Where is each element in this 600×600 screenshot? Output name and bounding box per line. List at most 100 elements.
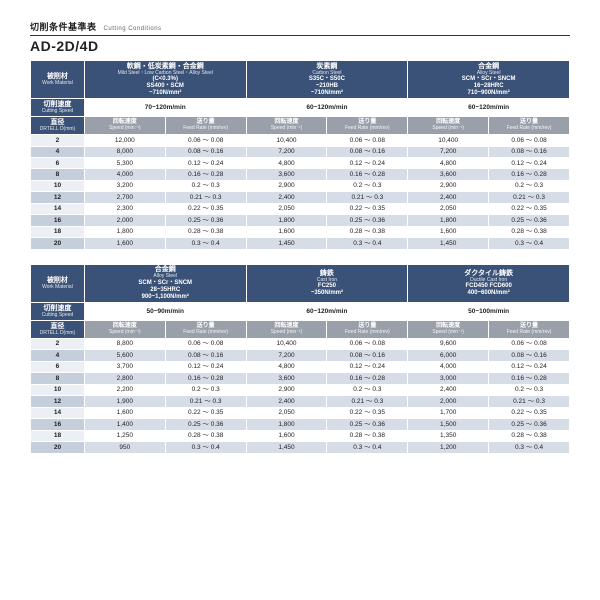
feed-rate-cell: 0.2 ～ 0.3 [165, 180, 246, 191]
diameter-cell: 10 [31, 180, 85, 191]
feed-rate-cell: 0.06 ～ 0.08 [327, 135, 408, 146]
spindle-speed-header: 回転速度Speed (min⁻¹) [246, 117, 327, 135]
feed-rate-cell: 0.21 ～ 0.3 [327, 396, 408, 407]
feed-rate-cell: 0.21 ～ 0.3 [489, 192, 570, 203]
spindle-speed-cell: 2,400 [246, 396, 327, 407]
feed-rate-cell: 0.06 ～ 0.08 [165, 135, 246, 146]
feed-rate-cell: 0.3 ～ 0.4 [165, 238, 246, 249]
feed-rate-cell: 0.25 ～ 0.36 [327, 215, 408, 226]
material-header: 合金鋼 Alloy Steel SCM・SCr・SNCM 28~35HRC 90… [84, 264, 246, 302]
diameter-cell: 18 [31, 226, 85, 237]
feed-rate-cell: 0.21 ～ 0.3 [327, 192, 408, 203]
spindle-speed-cell: 12,000 [84, 135, 165, 146]
spindle-speed-cell: 2,900 [246, 384, 327, 395]
spindle-speed-header: 回転速度Speed (min⁻¹) [408, 117, 489, 135]
spindle-speed-cell: 2,900 [246, 180, 327, 191]
cutting-speed-value: 50~90m/min [84, 303, 246, 321]
cutting-speed-header: 切削速度Cutting Speed [31, 303, 85, 321]
feed-rate-header: 送り量Feed Rate (mm/rev) [165, 117, 246, 135]
feed-rate-cell: 0.06 ～ 0.08 [489, 135, 570, 146]
spindle-speed-cell: 2,400 [408, 384, 489, 395]
cutting-speed-value: 60~120m/min [246, 303, 408, 321]
feed-rate-cell: 0.08 ～ 0.16 [489, 350, 570, 361]
spindle-speed-cell: 1,200 [408, 442, 489, 453]
spindle-speed-cell: 4,000 [408, 361, 489, 372]
diameter-cell: 4 [31, 350, 85, 361]
spindle-speed-cell: 1,350 [408, 430, 489, 441]
spindle-speed-cell: 4,800 [408, 158, 489, 169]
diameter-cell: 16 [31, 215, 85, 226]
spindle-speed-header: 回転速度Speed (min⁻¹) [246, 321, 327, 339]
spindle-speed-cell: 9,600 [408, 338, 489, 349]
spindle-speed-cell: 2,000 [408, 396, 489, 407]
work-material-header: 被削材Work Material [31, 264, 85, 302]
spindle-speed-cell: 3,600 [408, 169, 489, 180]
feed-rate-header: 送り量Feed Rate (mm/rev) [327, 117, 408, 135]
spindle-speed-cell: 6,000 [408, 350, 489, 361]
feed-rate-cell: 0.3 ～ 0.4 [327, 442, 408, 453]
spindle-speed-cell: 2,700 [84, 192, 165, 203]
feed-rate-cell: 0.21 ～ 0.3 [165, 192, 246, 203]
spindle-speed-cell: 1,600 [84, 238, 165, 249]
feed-rate-cell: 0.16 ～ 0.28 [489, 169, 570, 180]
diameter-cell: 18 [31, 430, 85, 441]
feed-rate-cell: 0.06 ～ 0.08 [327, 338, 408, 349]
spindle-speed-cell: 1,450 [246, 238, 327, 249]
cutting-conditions-table: 被削材Work Material 軟鋼・低炭素鋼・合金鋼 Mild Steel・… [30, 60, 570, 250]
spindle-speed-cell: 8,000 [84, 146, 165, 157]
spindle-speed-cell: 7,200 [408, 146, 489, 157]
spindle-speed-cell: 3,000 [408, 373, 489, 384]
spindle-speed-cell: 2,000 [84, 215, 165, 226]
diameter-cell: 14 [31, 407, 85, 418]
diameter-cell: 8 [31, 373, 85, 384]
feed-rate-cell: 0.21 ～ 0.3 [165, 396, 246, 407]
feed-rate-cell: 0.08 ～ 0.16 [489, 146, 570, 157]
material-header: 合金鋼 Alloy Steel SCM・SCr・SNCM 16~28HRC 71… [408, 61, 570, 99]
feed-rate-cell: 0.28 ～ 0.38 [327, 430, 408, 441]
feed-rate-cell: 0.25 ～ 0.36 [489, 215, 570, 226]
diameter-cell: 4 [31, 146, 85, 157]
spindle-speed-cell: 1,400 [84, 419, 165, 430]
cutting-speed-header: 切削速度Cutting Speed [31, 99, 85, 117]
feed-rate-cell: 0.22 ～ 0.35 [327, 407, 408, 418]
feed-rate-cell: 0.06 ～ 0.08 [489, 338, 570, 349]
feed-rate-header: 送り量Feed Rate (mm/rev) [165, 321, 246, 339]
feed-rate-header: 送り量Feed Rate (mm/rev) [489, 117, 570, 135]
material-header: ダクタイル鋳鉄 Ductile Cast Iron FCD450 FCD600 … [408, 264, 570, 302]
page-title: AD-2D/4D [30, 38, 570, 54]
feed-rate-cell: 0.22 ～ 0.35 [165, 203, 246, 214]
spindle-speed-cell: 2,050 [246, 407, 327, 418]
spindle-speed-cell: 3,200 [84, 180, 165, 191]
feed-rate-cell: 0.3 ～ 0.4 [489, 238, 570, 249]
feed-rate-cell: 0.2 ～ 0.3 [327, 384, 408, 395]
feed-rate-cell: 0.08 ～ 0.16 [327, 350, 408, 361]
diameter-cell: 12 [31, 192, 85, 203]
diameter-cell: 6 [31, 361, 85, 372]
cutting-speed-value: 60~120m/min [246, 99, 408, 117]
spindle-speed-cell: 5,600 [84, 350, 165, 361]
diameter-cell: 10 [31, 384, 85, 395]
spindle-speed-cell: 1,450 [246, 442, 327, 453]
spindle-speed-cell: 1,800 [246, 215, 327, 226]
feed-rate-cell: 0.28 ～ 0.38 [165, 226, 246, 237]
spindle-speed-cell: 7,200 [246, 146, 327, 157]
cutting-conditions-table: 被削材Work Material 合金鋼 Alloy Steel SCM・SCr… [30, 264, 570, 454]
spindle-speed-cell: 2,200 [84, 384, 165, 395]
feed-rate-cell: 0.3 ～ 0.4 [165, 442, 246, 453]
spindle-speed-cell: 1,800 [84, 226, 165, 237]
diameter-cell: 8 [31, 169, 85, 180]
feed-rate-cell: 0.28 ～ 0.38 [165, 430, 246, 441]
diameter-cell: 14 [31, 203, 85, 214]
feed-rate-cell: 0.25 ～ 0.36 [165, 215, 246, 226]
diameter-cell: 16 [31, 419, 85, 430]
page-header: 切削条件基準表 Cutting Conditions AD-2D/4D [30, 20, 570, 54]
feed-rate-cell: 0.3 ～ 0.4 [489, 442, 570, 453]
feed-rate-cell: 0.06 ～ 0.08 [165, 338, 246, 349]
diameter-header: 直径DRTELL D(mm) [31, 321, 85, 339]
feed-rate-cell: 0.2 ～ 0.3 [165, 384, 246, 395]
feed-rate-cell: 0.22 ～ 0.35 [489, 407, 570, 418]
feed-rate-cell: 0.21 ～ 0.3 [489, 396, 570, 407]
spindle-speed-cell: 950 [84, 442, 165, 453]
spindle-speed-cell: 2,400 [408, 192, 489, 203]
subtitle-jp: 切削条件基準表 [30, 22, 97, 32]
